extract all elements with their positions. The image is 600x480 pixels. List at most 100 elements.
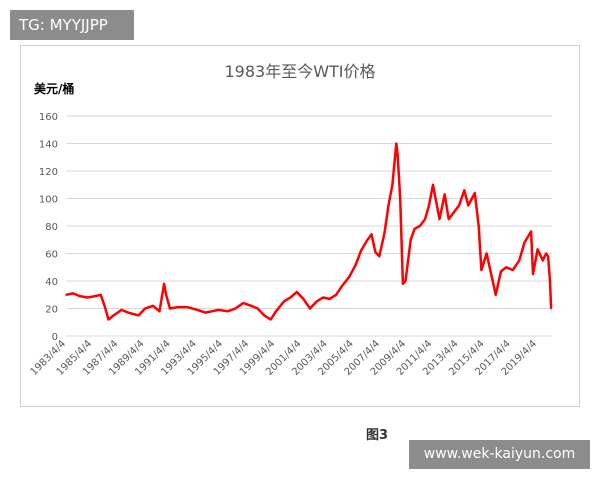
data-point xyxy=(163,283,165,285)
data-point xyxy=(335,294,337,296)
data-point xyxy=(500,270,502,273)
data-point xyxy=(204,311,207,314)
data-point xyxy=(530,230,532,233)
data-point xyxy=(453,211,455,214)
data-point xyxy=(234,307,237,310)
data-point xyxy=(355,263,357,266)
data-point xyxy=(391,184,394,186)
data-point xyxy=(549,280,551,282)
data-point xyxy=(120,309,123,311)
data-point xyxy=(409,239,412,241)
data-point xyxy=(322,296,324,299)
data-point xyxy=(378,255,381,258)
data-point xyxy=(547,255,549,258)
data-point xyxy=(103,305,106,307)
data-point xyxy=(226,310,229,313)
data-point xyxy=(366,239,369,241)
data-point xyxy=(94,295,97,297)
data-point xyxy=(65,294,67,296)
data-point xyxy=(289,296,292,299)
data-point xyxy=(328,298,331,300)
data-point xyxy=(72,292,74,295)
data-point xyxy=(99,294,102,296)
data-point xyxy=(550,307,552,310)
data-point xyxy=(387,204,390,207)
data-point xyxy=(505,266,508,269)
data-point xyxy=(158,310,161,313)
data-point xyxy=(269,318,272,321)
y-tick-label: 160 xyxy=(39,112,58,123)
x-tick-labels: 1983/4/41985/4/41987/4/41989/4/41991/4/4… xyxy=(29,338,539,378)
chart-title: 1983年至今WTI价格 xyxy=(224,62,376,81)
data-point xyxy=(474,192,476,194)
data-point xyxy=(438,218,441,220)
data-point xyxy=(395,142,398,145)
y-tick-label: 20 xyxy=(45,305,58,316)
data-point xyxy=(78,295,81,297)
y-tick-labels: 0 20 40 60 80 100 120 140 160 xyxy=(39,112,58,343)
data-point xyxy=(396,153,399,156)
data-point xyxy=(348,276,351,278)
data-point xyxy=(263,314,266,317)
data-point xyxy=(112,314,115,317)
y-axis-unit-label: 美元/桶 xyxy=(34,82,75,96)
data-point xyxy=(518,259,521,262)
data-point xyxy=(296,291,298,293)
data-point xyxy=(127,311,129,314)
data-point xyxy=(413,228,416,230)
data-point xyxy=(86,296,89,299)
watermark-top: TG: MYYJJPP xyxy=(10,10,134,40)
data-point xyxy=(169,307,171,310)
data-point xyxy=(463,189,466,192)
data-point xyxy=(477,225,480,227)
data-point xyxy=(275,310,277,313)
data-point xyxy=(256,307,259,310)
data-point xyxy=(419,225,421,227)
data-point xyxy=(374,251,377,253)
data-point xyxy=(447,218,450,220)
y-tick-label: 0 xyxy=(52,332,58,343)
data-point xyxy=(217,309,220,311)
y-tick-label: 140 xyxy=(39,140,58,151)
data-point xyxy=(152,305,154,307)
data-point xyxy=(309,307,311,310)
data-point xyxy=(402,283,404,285)
data-point xyxy=(512,269,514,271)
data-point xyxy=(536,248,539,251)
y-tick-label: 100 xyxy=(39,195,58,206)
data-point xyxy=(404,280,407,282)
data-point xyxy=(107,318,110,321)
y-tick-label: 60 xyxy=(45,250,58,261)
data-point xyxy=(399,197,402,200)
data-point xyxy=(177,306,179,308)
data-point xyxy=(302,298,305,300)
data-point xyxy=(458,204,460,207)
data-point xyxy=(186,306,188,308)
data-point xyxy=(144,307,146,310)
y-tick-label: 40 xyxy=(45,277,58,288)
data-point xyxy=(315,300,318,303)
data-point xyxy=(242,302,245,304)
figure-caption: 图3 xyxy=(366,428,389,443)
data-point xyxy=(545,252,547,255)
data-point xyxy=(341,284,344,286)
data-point xyxy=(467,204,470,207)
y-tick-label: 80 xyxy=(45,222,58,233)
data-point xyxy=(196,309,199,311)
data-point xyxy=(542,259,544,262)
data-point xyxy=(494,294,497,296)
data-point xyxy=(383,232,386,234)
data-point xyxy=(428,204,430,207)
series-group xyxy=(65,142,553,321)
data-point xyxy=(424,218,426,220)
data-point xyxy=(283,300,285,303)
data-point xyxy=(370,233,373,236)
data-point xyxy=(432,184,434,186)
watermark-bottom: www.wek-kaiyun.com xyxy=(409,440,590,469)
series-line xyxy=(65,142,553,321)
data-point xyxy=(211,310,213,313)
data-point xyxy=(165,294,167,296)
data-point xyxy=(532,273,534,275)
data-point xyxy=(480,269,483,271)
